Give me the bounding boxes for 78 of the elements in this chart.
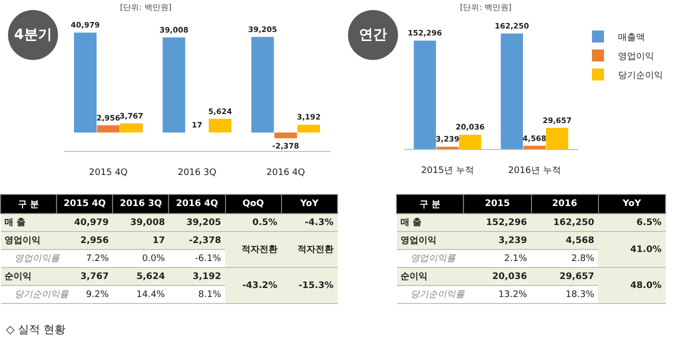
category-label: 구 분 — [0, 194, 57, 214]
text: 2.8% — [571, 254, 594, 264]
x-tick-label: 2015 4Q — [89, 168, 128, 178]
text: 162,250 — [553, 218, 594, 228]
text: -43.2% — [242, 280, 278, 290]
text: 3,239 — [498, 236, 527, 246]
category-label: 2016 3Q — [112, 194, 169, 214]
legend-label: 영업이익 — [618, 52, 654, 62]
chart-subtitle: [단위: 백만원] — [120, 2, 172, 13]
bar — [74, 32, 97, 133]
bar — [459, 134, 482, 149]
category-label: 2016 4Q — [168, 194, 226, 214]
bar — [546, 128, 568, 149]
text: 매 출 — [4, 218, 26, 228]
text: 당기순이익률 — [410, 290, 464, 300]
category-label: 2016 — [531, 194, 598, 214]
text: 152,296 — [486, 218, 527, 228]
text: 4,568 — [566, 236, 594, 246]
text: 20,036 — [492, 272, 527, 282]
text: 0.0% — [142, 254, 165, 264]
category-label: 구 분 — [396, 194, 464, 214]
text: 9.2% — [86, 290, 109, 300]
x-tick-label: 2016 4Q — [266, 168, 305, 178]
text: 당기순이익률 — [14, 290, 68, 300]
text: 13.2% — [498, 290, 527, 300]
text: 3,767 — [80, 272, 109, 282]
text: 14.4% — [136, 290, 165, 300]
text: 8.1% — [198, 290, 222, 300]
text: 순이익 — [400, 272, 428, 282]
category-label: YoY — [281, 194, 338, 214]
bar — [274, 132, 297, 138]
x-tick-label: 2016년 누적 — [508, 166, 561, 176]
bar — [162, 37, 186, 133]
text: 41.0% — [630, 244, 662, 254]
text: 39,008 — [130, 218, 165, 228]
category-label: 2015 4Q — [56, 194, 113, 214]
text: ◇ 실적 현황 — [6, 322, 66, 337]
text: 5,624 — [136, 272, 165, 282]
text: 영업이익 — [4, 236, 40, 246]
x-tick-label: 2016 3Q — [178, 168, 216, 178]
text: 매 출 — [400, 218, 422, 228]
text: 18.3% — [566, 290, 594, 300]
text: 2,956 — [80, 236, 109, 246]
text: 17 — [152, 236, 165, 246]
text: 29,657 — [560, 272, 594, 282]
category-label: QoQ — [225, 194, 282, 214]
text: -2,378 — [188, 236, 222, 246]
bar — [500, 34, 523, 149]
bar — [251, 36, 274, 133]
text: 영업이익 — [400, 236, 436, 246]
text: -4.3% — [304, 218, 334, 228]
text: 적자전환 — [241, 245, 278, 255]
text: 영업이익률 — [410, 254, 456, 264]
text: 3,192 — [192, 272, 222, 282]
bar — [523, 146, 546, 149]
text: 7.2% — [86, 254, 109, 264]
text: 39,205 — [186, 218, 222, 228]
bar — [297, 124, 320, 133]
bar — [97, 125, 120, 133]
x-tick-label: 2015년 누적 — [421, 166, 474, 176]
legend-label: 매출액 — [618, 33, 645, 44]
category-label: YoY — [598, 194, 666, 214]
text: -15.3% — [298, 280, 334, 290]
text: 순이익 — [4, 272, 32, 282]
category-label: 2015 — [464, 194, 531, 214]
text: 6.5% — [636, 218, 662, 228]
chart-subtitle: [단위: 백만원] — [460, 2, 512, 13]
text: -6.1% — [195, 254, 222, 264]
bar — [414, 40, 436, 149]
text: 적자전환 — [298, 245, 334, 255]
text: 40,979 — [74, 218, 109, 228]
bar — [120, 123, 143, 133]
text: 2.1% — [504, 254, 527, 264]
text: 영업이익률 — [14, 254, 60, 264]
bar — [208, 118, 232, 133]
text: 48.0% — [630, 280, 662, 290]
text: 0.5% — [252, 218, 278, 228]
legend-label: 당기순이익 — [618, 71, 663, 82]
